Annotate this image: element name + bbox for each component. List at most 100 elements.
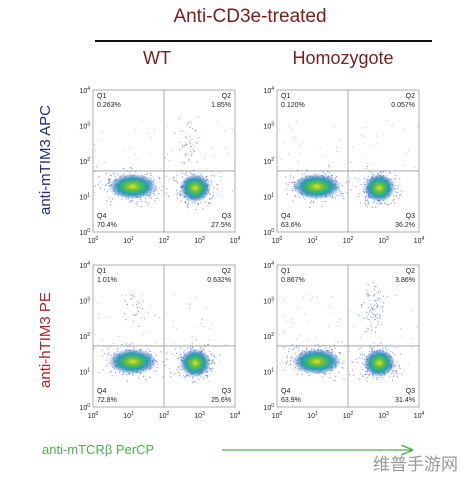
event-dot [219, 172, 221, 174]
event-dot [195, 338, 197, 340]
event-dot [396, 375, 398, 377]
event-dot [288, 153, 290, 155]
event-dot [352, 184, 354, 186]
event-dot [197, 203, 200, 206]
event-dot [282, 330, 284, 332]
event-dot [141, 294, 143, 296]
event-dot [318, 346, 320, 348]
event-dot [216, 188, 218, 190]
tick-label: 103 [263, 122, 274, 131]
event-dot [107, 179, 110, 181]
event-dot [373, 319, 376, 321]
event-dot [188, 160, 190, 162]
event-dot [303, 141, 305, 143]
event-dot [396, 369, 398, 372]
event-dot [137, 158, 139, 160]
flow-plot: 100100101101102102103103104104Q10.263%Q2… [79, 86, 240, 245]
quadrant-percent: 1.01% [97, 277, 117, 284]
event-dot [208, 381, 210, 383]
event-dot [192, 144, 194, 146]
event-dot [131, 294, 134, 297]
quadrant-name: Q3 [406, 388, 415, 395]
event-dot [370, 171, 372, 173]
event-dot [179, 353, 181, 356]
event-dot [211, 360, 213, 362]
tick-exponent: 4 [87, 261, 90, 267]
event-dot [105, 184, 107, 187]
event-dot [376, 377, 378, 379]
quadrant-percent: 3.86% [395, 277, 415, 284]
event-dot [164, 338, 166, 340]
event-dot [187, 200, 190, 203]
event-dot [305, 348, 308, 350]
event-dot [156, 189, 158, 191]
event-dot [194, 201, 196, 204]
event-dot [393, 373, 395, 375]
event-dot [203, 325, 205, 327]
event-dot [207, 344, 209, 346]
event-dot [339, 139, 341, 141]
quadrant-percent: 0.120% [281, 102, 305, 109]
event-dot [288, 181, 290, 183]
event-dot [294, 194, 296, 196]
event-dot [306, 187, 308, 189]
event-dot [383, 203, 386, 205]
density-core [292, 173, 341, 200]
event-dot [154, 342, 156, 344]
event-dot [181, 365, 183, 367]
event-dot [310, 200, 313, 202]
event-dot [405, 152, 407, 154]
event-dot [285, 189, 287, 191]
event-dot [367, 175, 370, 177]
tick-label: 104 [414, 411, 425, 420]
event-dot [381, 307, 384, 309]
event-dot [342, 195, 344, 197]
tick-base: 10 [79, 230, 87, 237]
event-dot [111, 375, 113, 377]
event-dot [332, 196, 334, 198]
event-dot [117, 173, 119, 176]
event-dot [370, 325, 372, 327]
quadrant-percent: 72.8% [97, 397, 117, 404]
event-dot [293, 323, 295, 325]
tick-exponent: 0 [271, 403, 274, 409]
event-dot [369, 300, 371, 302]
tick-exponent: 3 [87, 122, 90, 128]
event-dot [296, 373, 299, 376]
event-dot [298, 349, 300, 351]
event-dot [362, 374, 364, 377]
tick-base: 10 [194, 413, 202, 420]
event-dot [195, 130, 197, 132]
event-dot [200, 202, 202, 204]
event-dot [403, 164, 405, 166]
tick-base: 10 [230, 238, 238, 245]
event-dot [215, 357, 217, 359]
event-dot [189, 142, 191, 145]
event-dot [293, 368, 295, 370]
event-dot [174, 132, 176, 134]
event-dot [206, 375, 209, 377]
event-dot [350, 189, 352, 191]
event-dot [384, 347, 387, 349]
tick-base: 10 [79, 370, 87, 377]
event-dot [217, 184, 219, 186]
event-dot [125, 343, 127, 345]
event-dot [327, 305, 329, 307]
event-dot [283, 142, 285, 144]
event-dot [149, 152, 151, 154]
event-dot [156, 366, 158, 368]
event-dot [358, 348, 360, 350]
event-dot [187, 347, 189, 349]
tick-label: 100 [79, 403, 90, 412]
event-dot [136, 313, 138, 315]
event-dot [128, 344, 131, 346]
event-dot [374, 304, 376, 306]
tick-base: 10 [263, 334, 271, 341]
quadrant-name: Q2 [222, 268, 231, 275]
tick-exponent: 4 [87, 86, 90, 92]
quadrant-name: Q2 [406, 268, 415, 275]
event-dot [99, 188, 102, 190]
event-dot [379, 315, 381, 317]
event-dot [200, 347, 202, 349]
event-dot [154, 199, 156, 201]
